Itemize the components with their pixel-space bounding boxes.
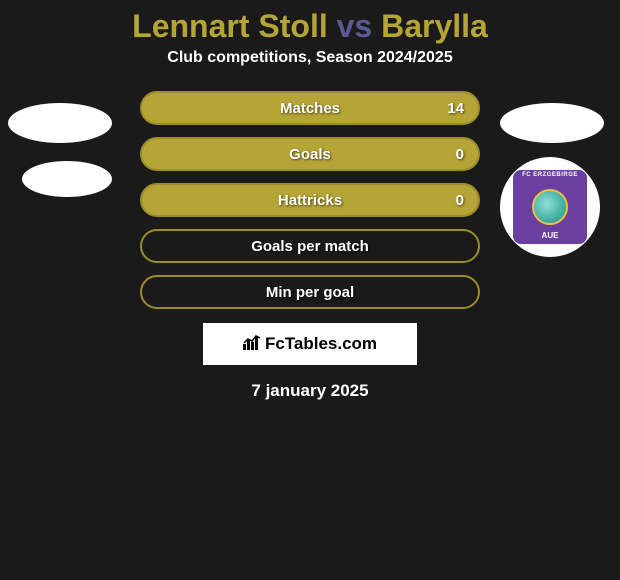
club-badge-circle-icon xyxy=(532,189,568,225)
stat-bar: Matches 14 xyxy=(140,91,480,125)
stat-bar-value: 0 xyxy=(456,192,464,209)
stat-bar: Hattricks 0 xyxy=(140,183,480,217)
stat-bar-value: 14 xyxy=(447,100,464,117)
stat-bars: Matches 14 Goals 0 Hattricks 0 Goals per match… xyxy=(140,91,480,309)
stat-bar-value: 0 xyxy=(456,146,464,163)
avatar-placeholder-icon xyxy=(22,161,112,197)
stat-bar: Goals per match xyxy=(140,229,480,263)
club-badge: FC ERZGEBIRGE AUE xyxy=(500,157,600,257)
chart-icon xyxy=(243,334,263,355)
stat-bar-label: Matches xyxy=(280,100,340,117)
stats-area: FC ERZGEBIRGE AUE Matches14Goals0Hattric… xyxy=(0,91,620,309)
footer-logo: FcTables.com xyxy=(203,323,417,365)
club-badge-shield: FC ERZGEBIRGE AUE xyxy=(513,170,587,244)
player1-avatar xyxy=(8,103,112,207)
date-text: 7 january 2025 xyxy=(0,381,620,401)
subtitle: Club competitions, Season 2024/2025 xyxy=(0,49,620,67)
stat-bar: Goals 0 xyxy=(140,137,480,171)
vs-text: vs xyxy=(337,8,373,44)
stat-bar-label: Min per goal xyxy=(266,284,354,301)
footer-logo-text: FcTables.com xyxy=(265,334,377,354)
comparison-title: Lennart Stoll vs Barylla xyxy=(0,0,620,49)
stat-bar-label: Goals xyxy=(289,146,331,163)
badge-text-bot: AUE xyxy=(542,231,559,240)
player2-avatar xyxy=(500,103,604,143)
badge-text-top: FC ERZGEBIRGE xyxy=(522,172,578,178)
avatar-placeholder-icon xyxy=(500,103,604,143)
avatar-placeholder-icon xyxy=(8,103,112,143)
stat-bar: Min per goal xyxy=(140,275,480,309)
stat-bar-label: Hattricks xyxy=(278,192,342,209)
stat-bar-label: Goals per match xyxy=(251,238,369,255)
player1-name: Lennart Stoll xyxy=(132,8,328,44)
player2-name: Barylla xyxy=(381,8,488,44)
